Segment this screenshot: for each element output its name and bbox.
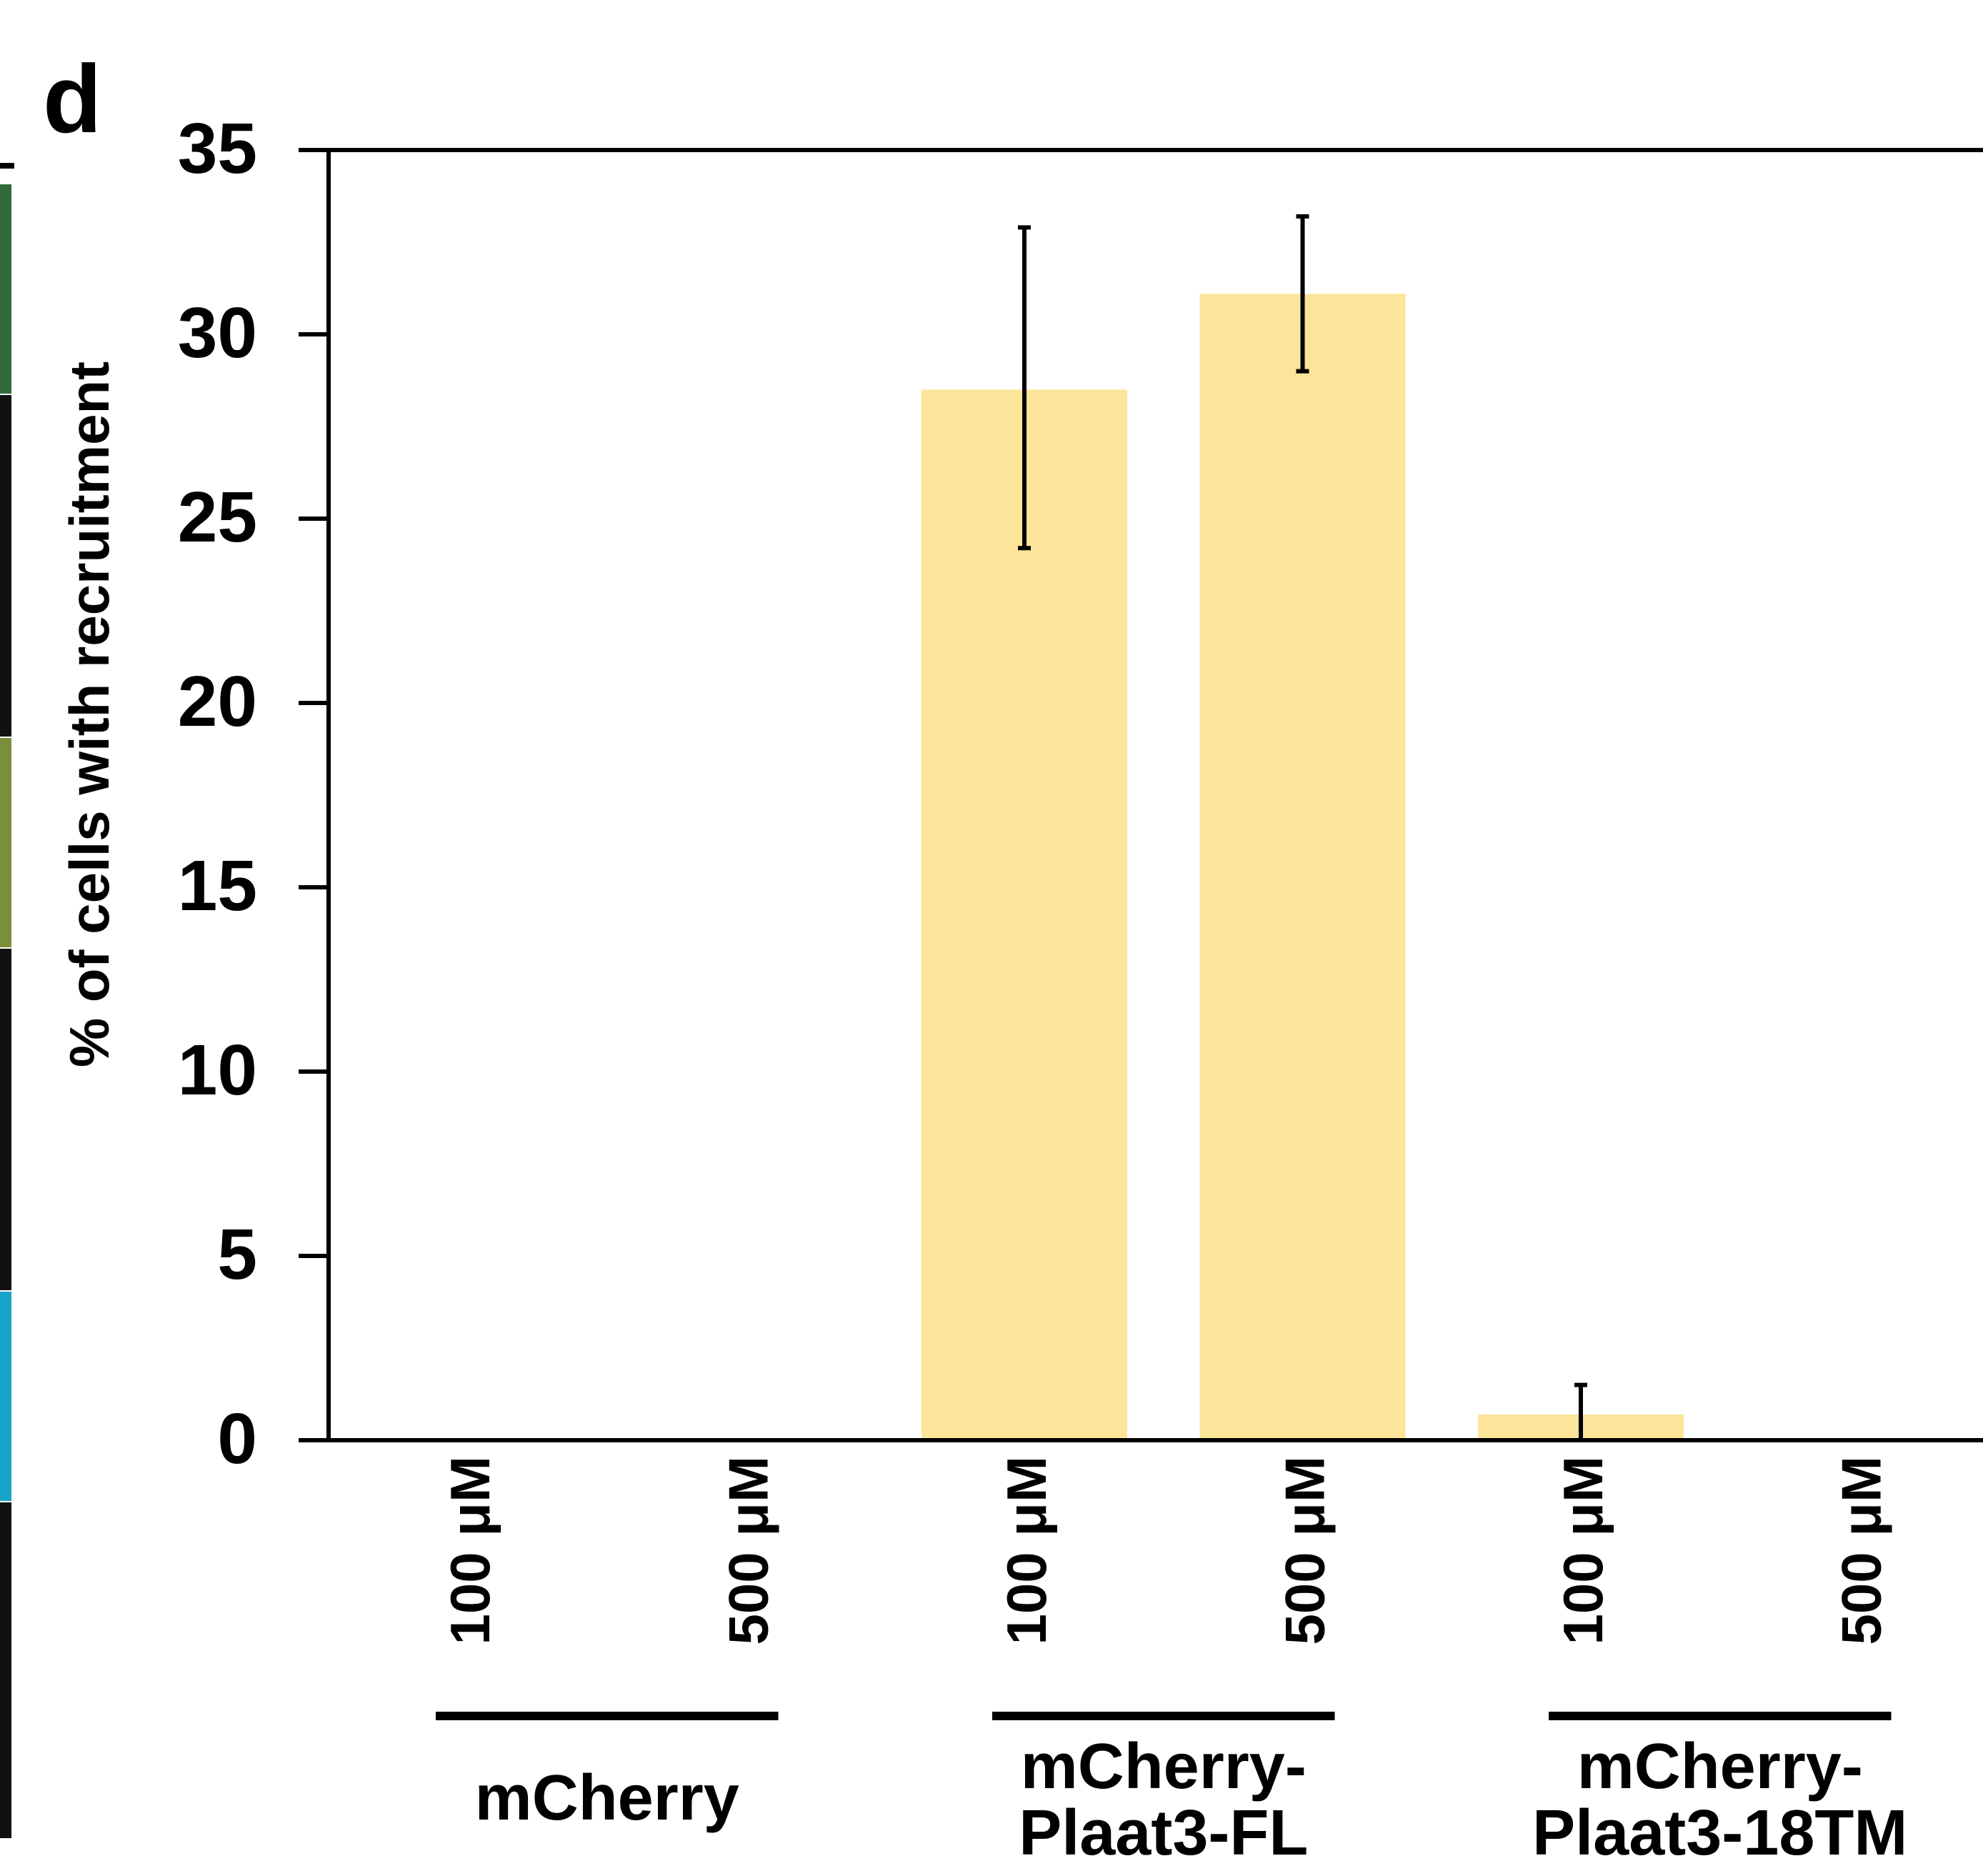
bar — [1199, 294, 1406, 1440]
adjacent-panel-image-strip — [0, 163, 14, 1838]
group-label: mCherry- — [1021, 1731, 1307, 1802]
group-labels: mCherry mCherry-Plaat3-FLmCherry-Plaat3-1… — [436, 1712, 1907, 1869]
strip-segment — [0, 1292, 11, 1501]
strip-segment — [0, 184, 11, 394]
strip-segment — [0, 949, 11, 1290]
y-tick-label: 15 — [178, 846, 257, 926]
x-tick-labels: 100 μM 500 μM 100 μM 500 μM 100 μM 500 μM — [439, 1456, 1893, 1645]
strip-top-edge — [0, 163, 14, 169]
x-tick-label: 500 μM — [717, 1456, 780, 1645]
group-label: Plaat3-18TM — [1532, 1797, 1907, 1869]
bars — [921, 294, 1684, 1440]
x-tick-label: 100 μM — [1552, 1456, 1614, 1645]
y-tick-label: 5 — [217, 1214, 257, 1294]
strip-segment — [0, 1502, 11, 1838]
y-tick-label: 20 — [178, 662, 257, 742]
strip-segment — [0, 395, 11, 737]
group-label: mCherry — [475, 1762, 739, 1834]
y-tick-label: 25 — [178, 477, 257, 557]
x-tick-label: 100 μM — [439, 1456, 501, 1645]
group-label: Plaat3-FL — [1019, 1797, 1308, 1869]
y-tick-label: 0 — [217, 1399, 257, 1479]
x-tick-label: 500 μM — [1274, 1456, 1337, 1645]
y-tick-label: 30 — [178, 293, 257, 373]
x-tick-label: 500 μM — [1830, 1456, 1893, 1645]
y-tick-label: 10 — [178, 1030, 257, 1110]
panel-label: d — [43, 45, 101, 153]
y-axis-label: % of cells with recruitment — [58, 361, 121, 1067]
group-label: mCherry- — [1577, 1731, 1863, 1802]
y-tick-label: 35 — [178, 109, 257, 189]
bar — [921, 389, 1127, 1440]
y-axis-ticks: 0 5 10 15 20 25 30 35 — [178, 109, 329, 1479]
x-tick-label: 100 μM — [995, 1456, 1058, 1645]
strip-segment — [0, 738, 11, 947]
